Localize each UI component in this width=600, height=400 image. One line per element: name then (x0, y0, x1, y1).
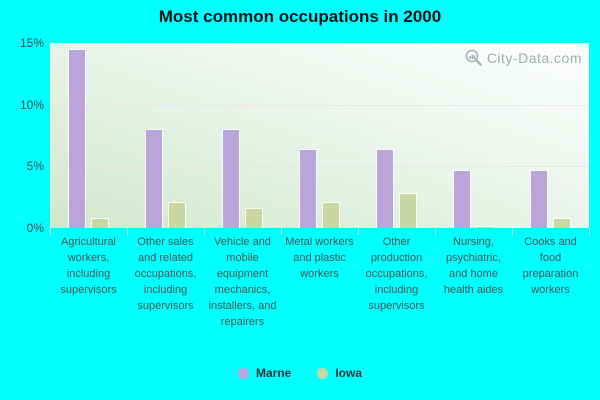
x-axis-tick (589, 228, 590, 235)
legend-item-iowa: Iowa (317, 366, 362, 380)
x-axis-label-3: Vehicle and mobile equipment mechanics, … (208, 236, 277, 328)
legend: Marne Iowa (0, 366, 600, 380)
x-axis-tick (50, 228, 51, 235)
chart-title: Most common occupations in 2000 (158, 7, 442, 26)
bar-marne-4 (299, 149, 317, 228)
bar-marne-1 (68, 49, 86, 228)
bar-group-3 (204, 43, 281, 228)
x-axis-label-6: Nursing, psychiatric, and home health ai… (443, 236, 504, 296)
bar-marne-5 (376, 149, 394, 228)
x-axis-tick (358, 228, 359, 235)
x-axis-label-4: Metal workers and plastic workers (285, 236, 354, 280)
bar-iowa-4 (322, 202, 340, 228)
x-axis-label-5: Other production occupations, including … (365, 236, 428, 312)
bar-iowa-1 (91, 218, 109, 228)
bar-marne-6 (453, 170, 471, 228)
plot-area: City-Data.com (50, 43, 589, 228)
legend-label-marne: Marne (255, 366, 292, 380)
bar-marne-7 (530, 170, 548, 228)
x-axis-tick (204, 228, 205, 235)
bar-marne-3 (222, 129, 240, 228)
bar-groups (50, 43, 589, 228)
bar-group-2 (127, 43, 204, 228)
bar-group-5 (358, 43, 435, 228)
x-axis-tick (435, 228, 436, 235)
bar-iowa-7 (553, 218, 571, 228)
x-axis-label-7: Cooks and food preparation workers (522, 236, 579, 296)
x-axis-labels: Agricultural workers, including supervis… (50, 234, 589, 330)
legend-dot-iowa (317, 367, 329, 379)
legend-item-marne: Marne (237, 366, 292, 380)
x-axis-tick (281, 228, 282, 235)
legend-label-iowa: Iowa (335, 366, 362, 380)
y-tick-label-10: 10% (19, 97, 44, 112)
magnifier-chart-icon (465, 49, 482, 66)
bar-iowa-2 (168, 202, 186, 228)
x-axis-label-1: Agricultural workers, including supervis… (60, 236, 117, 296)
bar-iowa-3 (245, 208, 263, 228)
bar-group-6 (435, 43, 512, 228)
gridline-5 (50, 166, 589, 168)
y-tick-label-5: 5% (26, 159, 44, 174)
watermark: City-Data.com (464, 48, 582, 67)
x-axis-label-2: Other sales and related occupations, inc… (134, 236, 197, 312)
x-axis-tick (127, 228, 128, 235)
watermark-text: City-Data.com (486, 49, 582, 66)
bar-iowa-5 (399, 193, 417, 228)
bar-group-4 (281, 43, 358, 228)
legend-dot-marne (237, 367, 249, 379)
y-tick-label-15: 15% (19, 36, 44, 50)
bar-iowa-6 (476, 225, 494, 228)
bar-group-7 (512, 43, 589, 228)
x-axis-ticks (50, 228, 590, 236)
y-tick-label-0: 0% (26, 221, 44, 235)
gridline-10 (50, 104, 589, 106)
bar-group-1 (50, 43, 127, 228)
x-axis-tick (512, 228, 513, 235)
bar-marne-2 (145, 129, 163, 228)
